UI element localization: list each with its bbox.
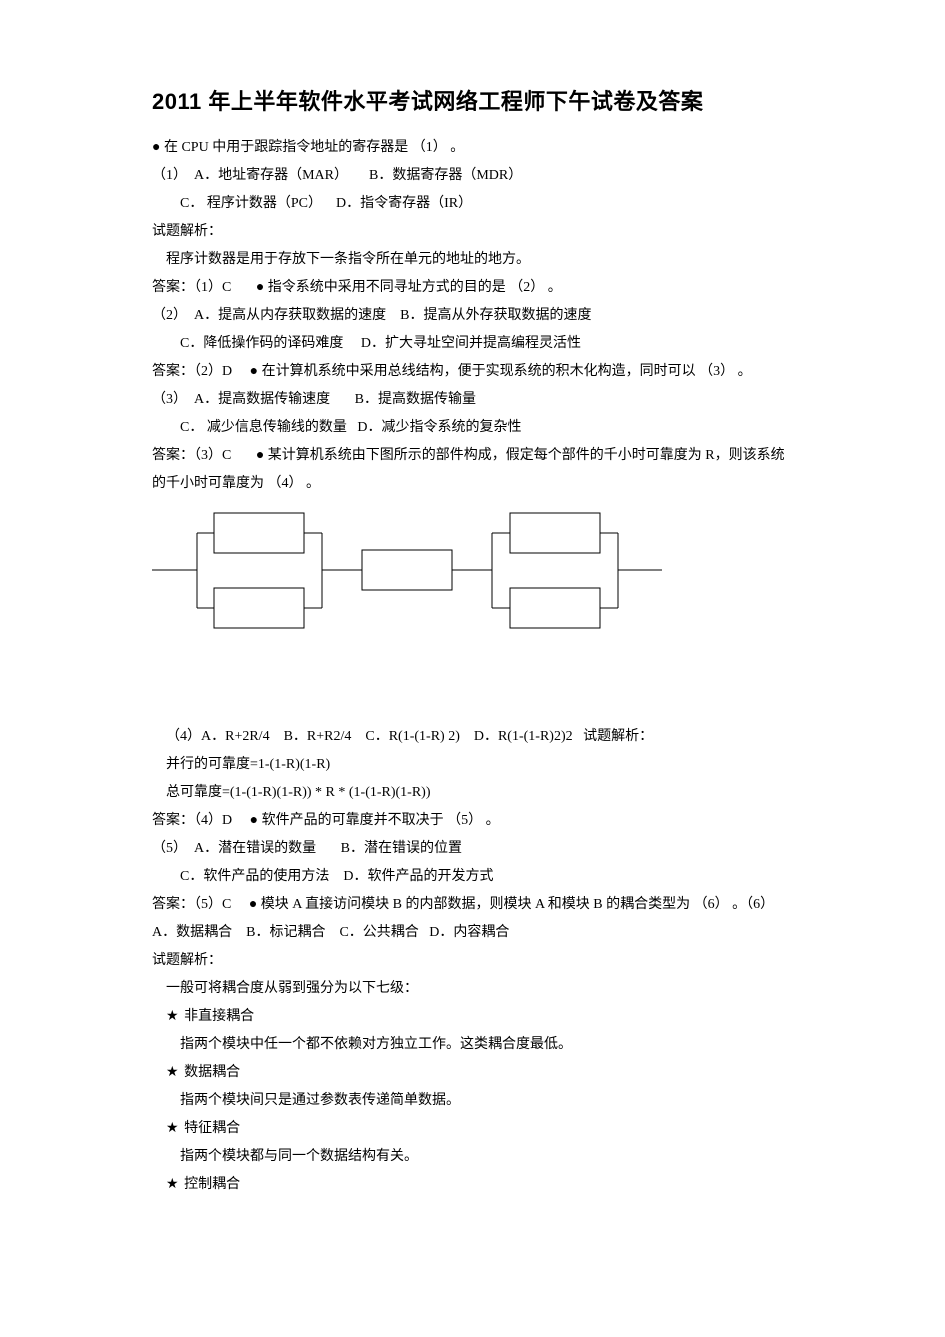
q4-parse2: 总可靠度=(1-(1-R)(1-R)) * R * (1-(1-R)(1-R)) (152, 779, 793, 807)
q3-options-cd: C． 减少信息传输线的数量 D．减少指令系统的复杂性 (152, 414, 793, 442)
q1-options-cd: C． 程序计数器（PC） D．指令寄存器（IR） (152, 190, 793, 218)
coupling-3-text: 指两个模块都与同一个数据结构有关。 (152, 1143, 793, 1171)
ans3-q4-stem-b: 的千小时可靠度为 （4） 。 (152, 470, 793, 498)
ans2-q3-stem: 答案：（2）D ● 在计算机系统中采用总线结构，便于实现系统的积木化构造，同时可… (152, 358, 793, 386)
q4-options: （4）A．R+2R/4 B．R+R2/4 C．R(1-(1-R) 2) D．R(… (152, 723, 793, 751)
diagram-svg (152, 508, 662, 638)
q3-options-ab: （3） A．提高数据传输速度 B．提高数据传输量 (152, 386, 793, 414)
diagram-box-r1-top (214, 513, 304, 553)
ans1-q2-stem: 答案：（1）C ● 指令系统中采用不同寻址方式的目的是 （2） 。 (152, 274, 793, 302)
parse-text-1: 程序计数器是用于存放下一条指令所在单元的地址的地方。 (152, 246, 793, 274)
coupling-3-title: 特征耦合 (152, 1115, 793, 1143)
page-title: 2011 年上半年软件水平考试网络工程师下午试卷及答案 (152, 80, 793, 124)
q5-options-ab: （5） A．潜在错误的数量 B．潜在错误的位置 (152, 835, 793, 863)
q1-stem: ● 在 CPU 中用于跟踪指令地址的寄存器是 （1） 。 (152, 134, 793, 162)
parse-label-1: 试题解析： (152, 218, 793, 246)
coupling-1-title: 非直接耦合 (152, 1003, 793, 1031)
coupling-4-title: 控制耦合 (152, 1171, 793, 1199)
parse-text-2: 一般可将耦合度从弱到强分为以下七级： (152, 975, 793, 1003)
coupling-2-title: 数据耦合 (152, 1059, 793, 1087)
q5-options-cd: C．软件产品的使用方法 D．软件产品的开发方式 (152, 863, 793, 891)
coupling-2-text: 指两个模块间只是通过参数表传递简单数据。 (152, 1087, 793, 1115)
diagram-box-r2-mid (362, 550, 452, 590)
q2-options-ab: （2） A．提高从内存获取数据的速度 B．提高从外存获取数据的速度 (152, 302, 793, 330)
spacer (152, 653, 793, 723)
q2-options-cd: C．降低操作码的译码难度 D．扩大寻址空间并提高编程灵活性 (152, 330, 793, 358)
diagram-box-r3-bot (510, 588, 600, 628)
q4-parse1: 并行的可靠度=1-(1-R)(1-R) (152, 751, 793, 779)
parse-label-2: 试题解析： (152, 947, 793, 975)
q1-options-ab: （1） A．地址寄存器（MAR） B．数据寄存器（MDR） (152, 162, 793, 190)
diagram-box-r1-bot (214, 588, 304, 628)
reliability-diagram (152, 508, 793, 649)
q6-options: A．数据耦合 B．标记耦合 C．公共耦合 D．内容耦合 (152, 919, 793, 947)
ans3-q4-stem-a: 答案：（3）C ● 某计算机系统由下图所示的部件构成，假定每个部件的千小时可靠度… (152, 442, 793, 470)
diagram-box-r3-top (510, 513, 600, 553)
ans5-q6-stem: 答案：（5）C ● 模块 A 直接访问模块 B 的内部数据，则模块 A 和模块 … (152, 891, 793, 919)
ans4-q5-stem: 答案：（4）D ● 软件产品的可靠度并不取决于 （5） 。 (152, 807, 793, 835)
coupling-1-text: 指两个模块中任一个都不依赖对方独立工作。这类耦合度最低。 (152, 1031, 793, 1059)
